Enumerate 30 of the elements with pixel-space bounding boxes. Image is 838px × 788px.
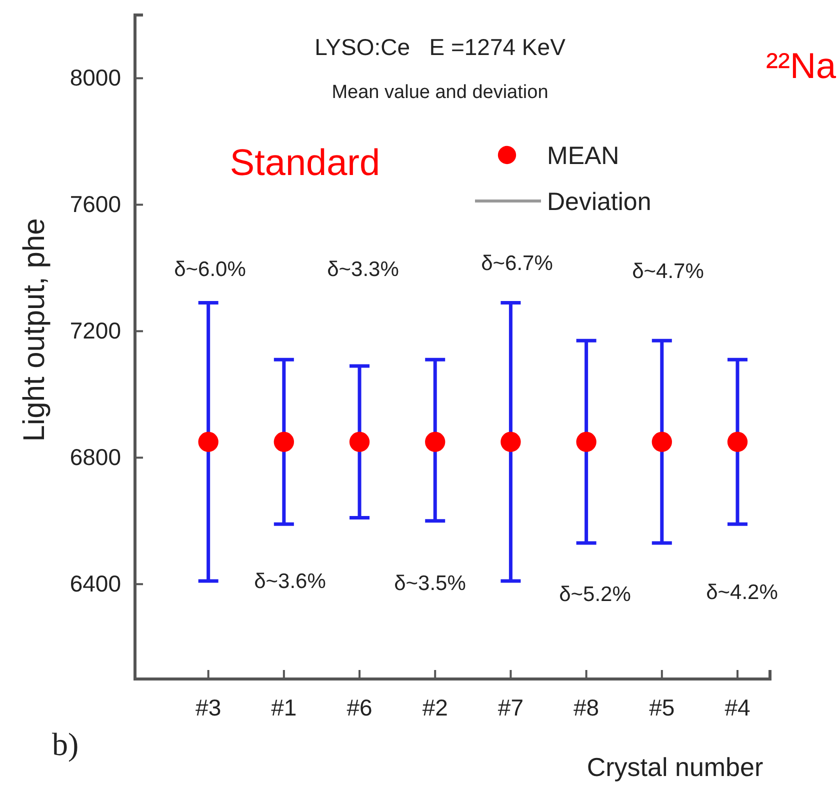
text: b) <box>52 726 79 762</box>
annotation: δ~5.2% <box>559 583 631 606</box>
legend-label: MEAN <box>547 142 620 170</box>
x-tick-label: #6 <box>346 694 372 720</box>
annotation: Standard <box>230 142 380 183</box>
annotation: δ~6.7% <box>481 252 553 275</box>
annotation: δ~3.5% <box>394 572 466 595</box>
y-tick-label: 6400 <box>70 570 121 597</box>
annotation: δ~4.2% <box>706 581 778 604</box>
annotation: δ~3.3% <box>327 258 399 281</box>
x-tick-label: #3 <box>196 694 222 720</box>
x-tick-label: #7 <box>498 694 524 720</box>
x-tick-label: #5 <box>649 694 675 720</box>
annotation: δ~4.7% <box>632 260 704 283</box>
x-axis-title: Crystal number <box>586 752 764 782</box>
text: Mean value and deviation <box>332 82 548 103</box>
x-tick-label: #1 <box>271 694 297 720</box>
x-tick-label: #8 <box>574 694 600 720</box>
text: LYSO:Ce E =1274 KeV <box>314 34 566 60</box>
y-axis-title: Light output, phe <box>18 218 51 442</box>
y-tick-label: 8000 <box>70 64 121 91</box>
annotation: δ~6.0% <box>174 258 246 281</box>
x-tick-label: #2 <box>422 694 448 720</box>
annotation: δ~3.6% <box>254 570 326 593</box>
y-tick-label: 7600 <box>70 191 121 218</box>
annotation: Deviation <box>547 188 652 216</box>
y-tick-label: 6800 <box>70 444 121 470</box>
y-tick-label: 7200 <box>70 318 121 344</box>
x-tick-label: #4 <box>724 694 750 720</box>
annotation: ²²Na <box>766 45 837 86</box>
